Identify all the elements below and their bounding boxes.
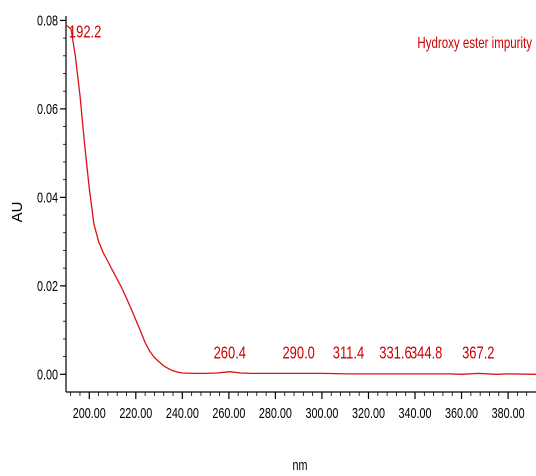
x-tick-label: 300.00 bbox=[305, 404, 338, 421]
x-tick-label: 200.00 bbox=[73, 404, 106, 421]
peak-label: 331.6 bbox=[379, 343, 412, 363]
y-axis-title: AU bbox=[9, 202, 26, 223]
peak-label: 192.2 bbox=[69, 22, 101, 42]
x-tick-label: 280.00 bbox=[259, 404, 292, 421]
x-tick-label: 380.00 bbox=[492, 404, 525, 421]
x-tick-label: 360.00 bbox=[445, 404, 478, 421]
x-tick-label: 240.00 bbox=[166, 404, 199, 421]
peak-label: 344.8 bbox=[410, 343, 443, 363]
spectrum-line bbox=[65, 24, 536, 375]
y-tick-label: 0.06 bbox=[37, 100, 58, 117]
x-tick-label: 220.00 bbox=[119, 404, 152, 421]
x-tick-label: 320.00 bbox=[352, 404, 385, 421]
peak-label: 290.0 bbox=[282, 343, 315, 363]
y-tick-label: 0.02 bbox=[37, 277, 58, 294]
legend-label: Hydroxy ester impurity bbox=[417, 33, 532, 51]
x-tick-label: 260.00 bbox=[212, 404, 245, 421]
y-tick-label: 0.08 bbox=[37, 12, 58, 29]
x-tick-label: 340.00 bbox=[399, 404, 432, 421]
peak-label: 311.4 bbox=[333, 343, 365, 363]
y-tick-label: 0.04 bbox=[37, 189, 58, 206]
y-tick-label: 0.00 bbox=[37, 366, 58, 383]
x-axis-title: nm bbox=[293, 456, 308, 473]
peak-label: 367.2 bbox=[462, 343, 494, 363]
peak-label: 260.4 bbox=[214, 343, 247, 363]
